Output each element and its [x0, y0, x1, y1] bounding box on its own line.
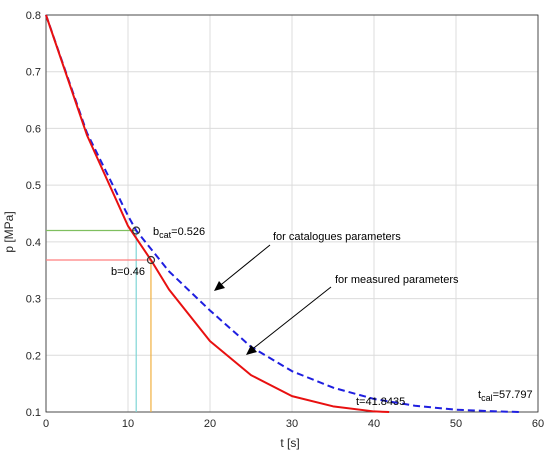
t-annotation: t=41.8435 [356, 396, 405, 408]
curves [45, 14, 520, 413]
plot-frame [45, 14, 539, 413]
x-tick-label: 20 [204, 418, 216, 430]
y-tick-label: 0.4 [26, 237, 41, 249]
y-tick-label: 0.8 [26, 10, 41, 22]
catalogue-label: for catalogues parameters [273, 231, 401, 243]
measured-arrow [246, 286, 332, 355]
tcal-annotation: tcal=57.797 [478, 389, 533, 403]
marker-point-0 [132, 226, 141, 235]
x-tick-label: 0 [43, 418, 49, 430]
marker-points [132, 226, 156, 265]
y-tick-label: 0.7 [26, 67, 41, 79]
y-tick-label: 0.5 [26, 180, 41, 192]
catalogue-arrow [214, 244, 271, 291]
y-tick-label: 0.2 [26, 350, 41, 362]
series-line-1 [45, 14, 390, 413]
x-tick-label: 40 [368, 418, 380, 430]
grid [45, 14, 539, 413]
x-tick-label: 60 [532, 418, 544, 430]
marker-lines [46, 229, 152, 412]
y-tick-label: 0.1 [26, 407, 41, 419]
y-tick-label: 0.3 [26, 294, 41, 306]
y-axis-label: p [MPa] [2, 211, 16, 252]
x-tick-label: 10 [122, 418, 134, 430]
measured-label: for measured parameters [335, 274, 459, 286]
y-ticks: 0.1 0.2 0.3 0.4 0.5 0.6 0.7 0.8 [26, 10, 41, 419]
x-ticks: 0 10 20 30 40 50 60 [43, 418, 544, 430]
marker-point-1 [146, 255, 156, 265]
bcat-annotation: bcat=0.526 [153, 226, 205, 240]
x-axis-label: t [s] [280, 436, 299, 450]
series-line-0 [45, 14, 520, 413]
x-tick-label: 30 [286, 418, 298, 430]
x-tick-label: 50 [450, 418, 462, 430]
y-tick-label: 0.6 [26, 123, 41, 135]
b-annotation: b=0.46 [111, 266, 145, 278]
